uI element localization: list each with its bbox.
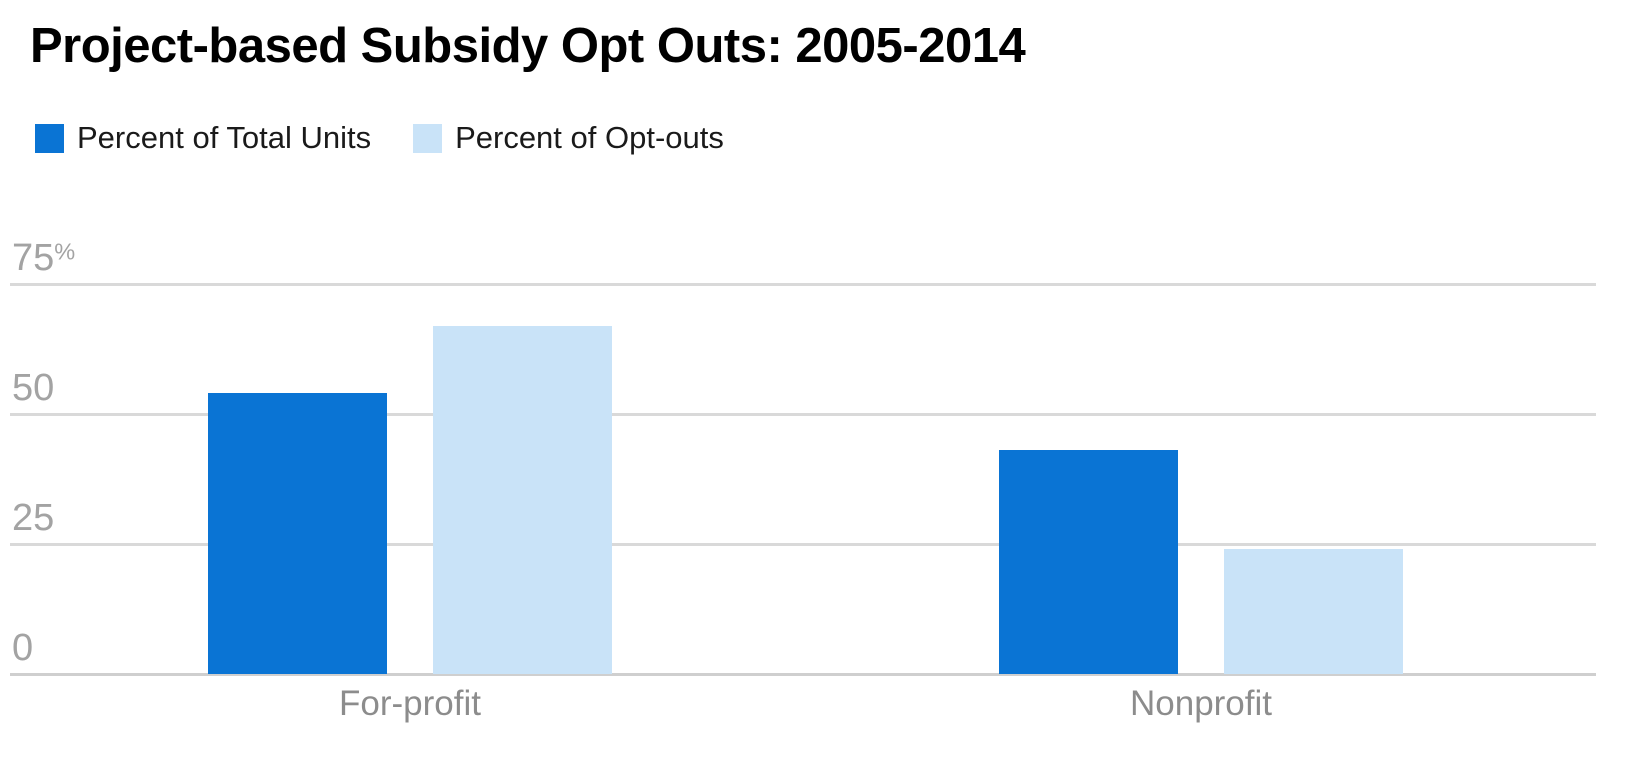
- legend-label-total-units: Percent of Total Units: [77, 120, 372, 155]
- y-tick-50: 50: [12, 367, 55, 409]
- percent-sign: %: [54, 238, 77, 265]
- legend-item-total-units: Percent of Total Units: [35, 120, 371, 156]
- gridline-50: [10, 412, 1596, 416]
- legend: Percent of Total Units Percent of Opt-ou…: [35, 120, 724, 156]
- plot-area: 75% 50 25 0: [10, 239, 1596, 676]
- x-axis-line: [10, 672, 1596, 676]
- bar-nonprofit-total-units: [999, 450, 1178, 674]
- chart-title: Project-based Subsidy Opt Outs: 2005-201…: [30, 19, 1026, 73]
- legend-item-opt-outs: Percent of Opt-outs: [413, 120, 724, 156]
- y-tick-0: 0: [12, 627, 34, 669]
- bar-for-profit-total-units: [208, 393, 387, 674]
- bar-for-profit-opt-outs: [433, 325, 612, 674]
- legend-swatch-total-units-icon: [35, 123, 64, 153]
- legend-swatch-opt-outs-icon: [413, 123, 443, 153]
- category-label-nonprofit: Nonprofit: [1129, 684, 1273, 723]
- gridline-25: [10, 542, 1596, 546]
- category-label-for-profit: For-profit: [339, 684, 481, 723]
- y-tick-75: 75%: [12, 237, 77, 279]
- bar-nonprofit-opt-outs: [1224, 549, 1403, 674]
- legend-label-opt-outs: Percent of Opt-outs: [455, 120, 724, 155]
- gridline-75: [10, 282, 1596, 286]
- y-tick-25: 25: [12, 497, 55, 539]
